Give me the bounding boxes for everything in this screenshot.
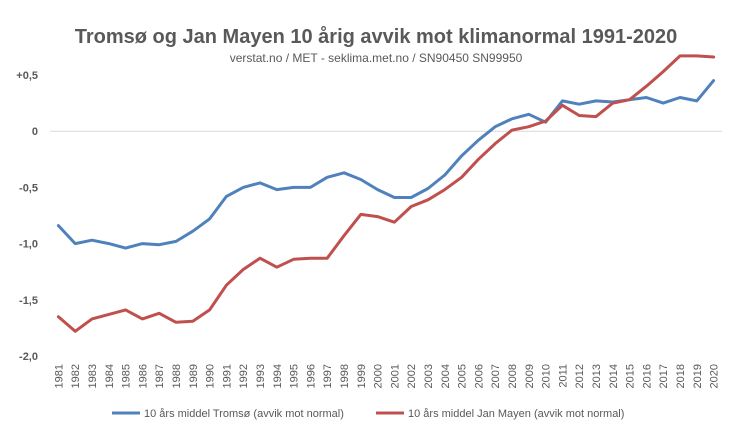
x-tick-label: 2017 xyxy=(658,364,670,388)
x-tick-label: 2002 xyxy=(406,364,418,388)
x-tick-label: 1995 xyxy=(289,364,301,388)
x-tick-label: 2004 xyxy=(440,364,452,388)
x-tick-label: 1997 xyxy=(322,364,334,388)
x-tick-label: 2009 xyxy=(524,364,536,388)
x-axis-ticks: 1981 1982 1983 1984 1985 1986 1987 1988 1989 1990… xyxy=(53,364,720,388)
y-tick-label: -0,5 xyxy=(19,182,38,194)
x-tick-label: 2000 xyxy=(373,364,385,388)
x-tick-label: 1981 xyxy=(53,364,65,388)
series-line-jan-mayen xyxy=(56,54,716,333)
x-tick-label: 2014 xyxy=(608,364,620,388)
x-tick-label: 1994 xyxy=(272,364,284,388)
x-tick-label: 1984 xyxy=(104,364,116,388)
x-tick-label: 2011 xyxy=(557,364,569,388)
x-tick-label: 1987 xyxy=(154,364,166,388)
x-tick-label: 1982 xyxy=(70,364,82,388)
x-tick-label: 1999 xyxy=(356,364,368,388)
series-line-tromso xyxy=(56,79,716,250)
x-tick-label: 2015 xyxy=(625,364,637,388)
x-tick-label: 1983 xyxy=(87,364,99,388)
x-tick-label: 2006 xyxy=(473,364,485,388)
y-tick-label: +0,5 xyxy=(16,70,38,82)
x-tick-label: 2001 xyxy=(389,364,401,388)
x-tick-label: 2020 xyxy=(709,364,721,388)
x-tick-label: 2019 xyxy=(692,364,704,388)
legend: 10 års middel Tromsø (avvik mot normal) … xyxy=(112,408,624,420)
x-tick-label: 2016 xyxy=(641,364,653,388)
x-tick-label: 2005 xyxy=(457,364,469,388)
x-tick-label: 1989 xyxy=(188,364,200,388)
y-tick-label: 0 xyxy=(32,126,38,138)
x-tick-label: 1985 xyxy=(121,364,133,388)
x-tick-label: 2008 xyxy=(507,364,519,388)
y-axis-ticks: +0,5 0 -0,5 -1,0 -1,5 -2,0 xyxy=(16,70,38,363)
x-tick-label: 1986 xyxy=(137,364,149,388)
x-tick-label: 2018 xyxy=(675,364,687,388)
x-tick-label: 2010 xyxy=(541,364,553,388)
x-tick-label: 2012 xyxy=(574,364,586,388)
x-tick-label: 1996 xyxy=(305,364,317,388)
chart-subtitle: verstat.no / MET - seklima.met.no / SN90… xyxy=(230,51,523,65)
y-tick-label: -1,0 xyxy=(19,239,38,251)
y-tick-label: -1,5 xyxy=(19,295,38,307)
x-tick-label: 1988 xyxy=(171,364,183,388)
x-tick-label: 1992 xyxy=(238,364,250,388)
chart-title: Tromsø og Jan Mayen 10 årig avvik mot kl… xyxy=(75,25,678,48)
x-tick-label: 2007 xyxy=(490,364,502,388)
x-tick-label: 1991 xyxy=(221,364,233,388)
x-tick-label: 2003 xyxy=(423,364,435,388)
x-tick-label: 1990 xyxy=(205,364,217,388)
legend-label-tromso: 10 års middel Tromsø (avvik mot normal) xyxy=(144,408,344,420)
legend-label-jan-mayen: 10 års middel Jan Mayen (avvik mot norma… xyxy=(408,408,624,420)
series-lines xyxy=(56,54,716,333)
y-tick-label: -2,0 xyxy=(19,351,38,363)
x-tick-label: 1998 xyxy=(339,364,351,388)
x-tick-label: 1993 xyxy=(255,364,267,388)
x-tick-label: 2013 xyxy=(591,364,603,388)
